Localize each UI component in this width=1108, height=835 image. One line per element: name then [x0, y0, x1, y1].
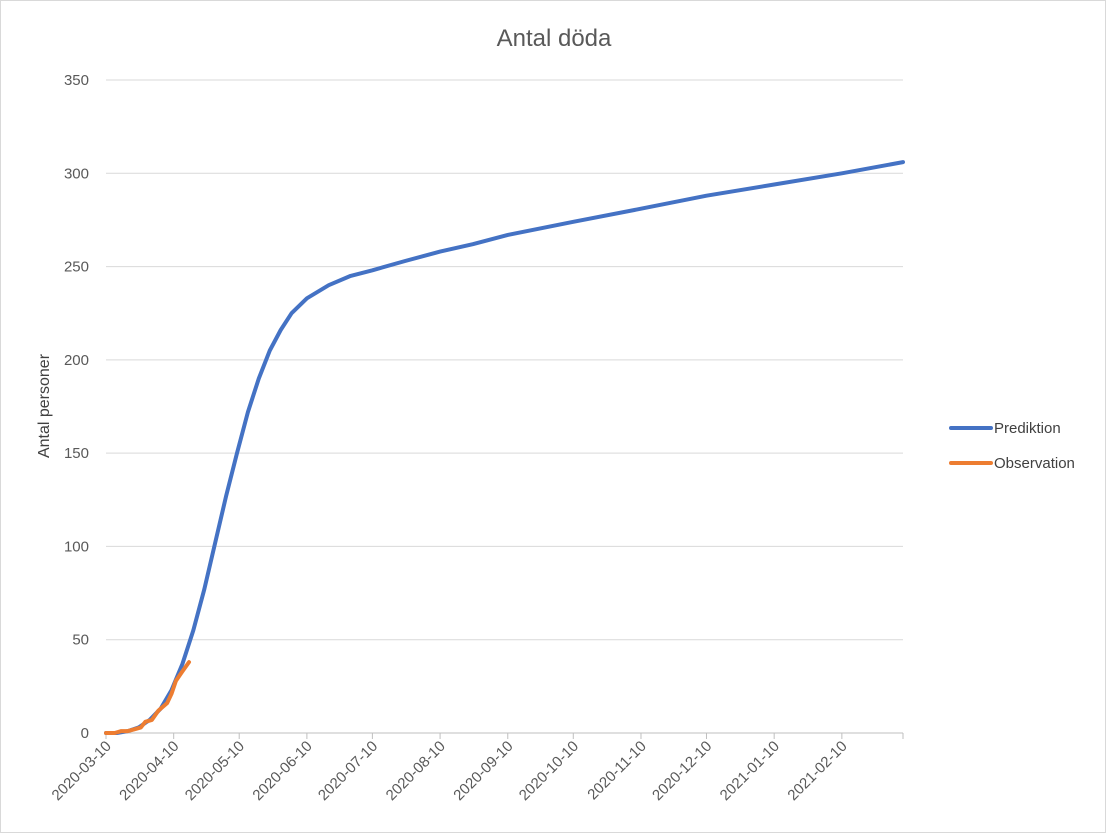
x-tick-label: 2020-08-10: [383, 738, 449, 804]
x-tick-label: 2020-06-10: [249, 738, 315, 804]
y-tick-label: 150: [64, 445, 89, 462]
y-axis-title: Antal personer: [36, 353, 53, 458]
chart-title: Antal döda: [497, 25, 612, 52]
legend-label: Prediktion: [994, 420, 1061, 437]
x-tick-label: 2020-07-10: [315, 738, 381, 804]
y-tick-label: 100: [64, 538, 89, 555]
y-tick-label: 350: [64, 72, 89, 89]
x-tick-label: 2020-03-10: [49, 738, 115, 804]
y-tick-label: 50: [72, 632, 89, 649]
legend: Prediktion Observation: [949, 420, 1075, 472]
y-tick-label: 200: [64, 352, 89, 369]
gridlines: [106, 79, 903, 641]
x-tick-label: 2020-05-10: [182, 738, 248, 804]
x-tick-label: 2020-09-10: [450, 738, 516, 804]
series-line-prediktion: [104, 160, 905, 735]
x-tick-label: 2021-02-10: [784, 738, 850, 804]
x-tick-label: 2020-04-10: [116, 738, 182, 804]
x-tick-label: 2020-12-10: [649, 738, 715, 804]
legend-label: Observation: [994, 455, 1075, 472]
y-tick-label: 300: [64, 165, 89, 182]
series-line-observation: [104, 660, 191, 735]
x-tick-label: 2020-11-10: [584, 738, 649, 803]
series-lines: [104, 160, 905, 735]
x-tick-label: 2020-10-10: [516, 738, 582, 804]
y-tick-label: 0: [81, 725, 89, 742]
y-tick-label: 250: [64, 259, 89, 276]
x-tick-label: 2021-01-10: [717, 738, 783, 804]
axes: 0 50 100 150 200 250 300 350 2020-03-10 2020-04-1…: [49, 72, 904, 804]
